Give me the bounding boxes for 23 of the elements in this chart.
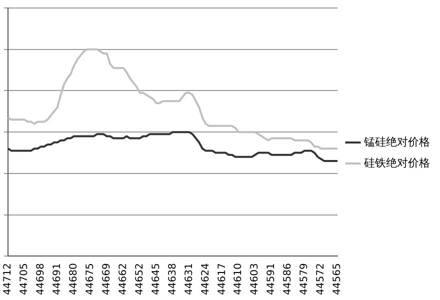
legend-label: 硅铁绝对价格	[363, 156, 430, 170]
legend-label: 锰硅绝对价格	[363, 135, 430, 148]
x-tick-label: 44617	[216, 263, 228, 295]
x-tick-label: 44638	[167, 263, 178, 295]
x-tick-label: 44645	[150, 263, 162, 295]
x-tick-label: 44631	[184, 263, 195, 295]
x-tick-label: 44579	[299, 263, 310, 295]
x-tick-label: 44565	[332, 263, 344, 295]
x-tick-label: 44691	[52, 263, 64, 295]
x-tick-label: 44669	[101, 263, 112, 295]
x-tick-label: 44610	[233, 263, 244, 295]
x-tick-label: 44624	[200, 263, 212, 295]
x-tick-label: 44603	[250, 263, 261, 295]
x-tick-label: 44572	[316, 263, 327, 295]
x-tick-label: 44591	[266, 263, 278, 295]
x-tick-label: 44705	[19, 263, 30, 295]
x-tick-label: 44586	[282, 263, 294, 295]
x-tick-label: 44698	[36, 263, 47, 295]
x-tick-label: 44662	[118, 263, 129, 295]
x-tick-label: 44675	[84, 263, 96, 295]
x-tick-label: 44680	[68, 263, 80, 295]
x-tick-label: 44652	[134, 263, 146, 295]
x-tick-label: 44712	[2, 263, 14, 295]
